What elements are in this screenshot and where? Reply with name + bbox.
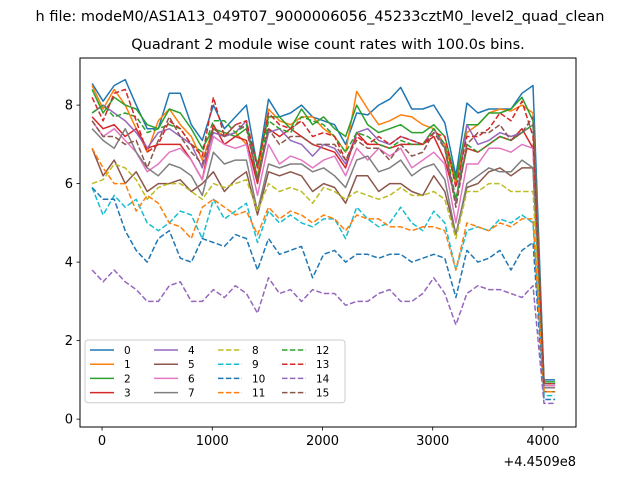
series-line-0 bbox=[91, 78, 556, 381]
legend-label-11: 11 bbox=[252, 388, 265, 400]
y-tick-label: 2 bbox=[65, 334, 73, 349]
axes-frame bbox=[79, 57, 577, 428]
series-line-8 bbox=[91, 163, 556, 393]
legend-label-1: 1 bbox=[124, 359, 131, 371]
legend-label-4: 4 bbox=[188, 345, 195, 357]
ticks-layer: 0 1000 2000 3000 4000 0 2 4 6 8 bbox=[65, 99, 560, 449]
x-offset-label: +4.4509e8 bbox=[503, 455, 576, 470]
series-line-6 bbox=[91, 120, 556, 387]
series-line-4 bbox=[91, 104, 556, 385]
series-line-10 bbox=[91, 186, 556, 401]
x-tick-label: 1000 bbox=[196, 434, 229, 449]
y-tick-label: 8 bbox=[65, 99, 73, 114]
legend-label-0: 0 bbox=[124, 345, 131, 357]
series-line-12 bbox=[91, 104, 556, 385]
legend-label-13: 13 bbox=[316, 359, 329, 371]
x-tick-label: 4000 bbox=[526, 434, 559, 449]
legend-label-9: 9 bbox=[252, 359, 259, 371]
x-tick-label: 2000 bbox=[306, 434, 339, 449]
series-layer bbox=[91, 78, 556, 405]
legend-label-15: 15 bbox=[316, 388, 329, 400]
legend-label-5: 5 bbox=[188, 359, 195, 371]
x-tick-label: 3000 bbox=[416, 434, 449, 449]
series-line-5 bbox=[91, 148, 556, 393]
legend-box bbox=[84, 339, 346, 404]
legend-label-12: 12 bbox=[316, 345, 329, 357]
legend-label-2: 2 bbox=[124, 373, 131, 385]
figure-suptitle: h file: modeM0/AS1A13_049T07_9000006056_… bbox=[36, 9, 605, 25]
y-tick-label: 0 bbox=[65, 413, 73, 428]
legend-label-8: 8 bbox=[252, 345, 259, 357]
series-line-7 bbox=[91, 127, 556, 389]
legend-label-6: 6 bbox=[188, 373, 195, 385]
series-line-2 bbox=[91, 89, 556, 383]
chart-title: Quadrant 2 module wise count rates with … bbox=[131, 37, 525, 53]
legend-label-7: 7 bbox=[188, 388, 195, 400]
series-line-15 bbox=[91, 116, 556, 385]
series-line-14 bbox=[91, 269, 556, 405]
legend-label-10: 10 bbox=[252, 373, 265, 385]
legend-label-14: 14 bbox=[316, 373, 330, 385]
y-tick-label: 6 bbox=[65, 177, 73, 192]
x-tick-label: 0 bbox=[98, 434, 106, 449]
series-line-11 bbox=[91, 147, 556, 393]
y-tick-label: 4 bbox=[65, 256, 73, 271]
legend-label-3: 3 bbox=[124, 388, 131, 400]
